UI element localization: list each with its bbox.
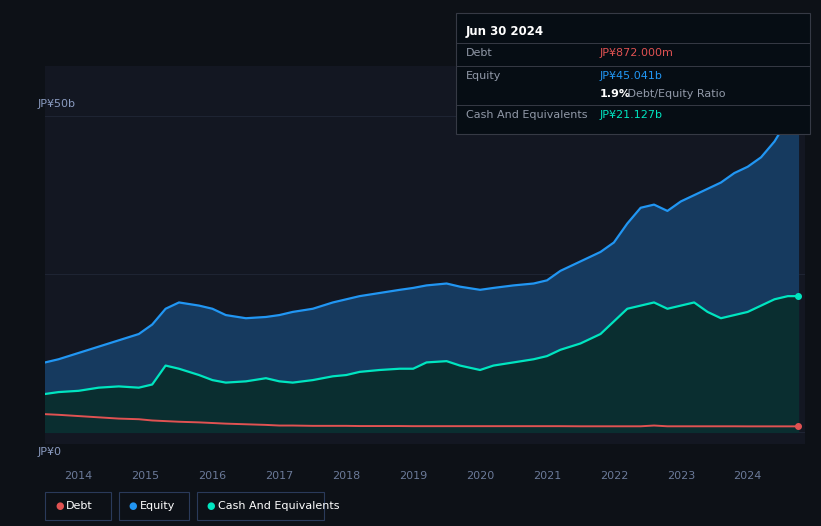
Text: JP¥45.041b: JP¥45.041b [599, 71, 663, 81]
Text: Equity: Equity [140, 501, 175, 511]
Text: JP¥872.000m: JP¥872.000m [599, 48, 673, 58]
Text: JP¥21.127b: JP¥21.127b [599, 110, 663, 120]
Text: ●: ● [207, 501, 215, 511]
Text: ●: ● [55, 501, 63, 511]
Text: 2021: 2021 [533, 471, 561, 481]
Text: 2017: 2017 [265, 471, 293, 481]
Text: 1.9%: 1.9% [599, 89, 631, 99]
Text: 2023: 2023 [667, 471, 695, 481]
Text: JP¥50b: JP¥50b [38, 99, 76, 109]
Text: 2014: 2014 [65, 471, 93, 481]
Text: JP¥0: JP¥0 [38, 447, 62, 457]
Text: Debt: Debt [66, 501, 93, 511]
Text: ●: ● [129, 501, 137, 511]
Text: 2019: 2019 [399, 471, 427, 481]
Text: 2016: 2016 [199, 471, 227, 481]
Text: 2015: 2015 [131, 471, 159, 481]
Text: Cash And Equivalents: Cash And Equivalents [466, 110, 587, 120]
Text: 2022: 2022 [599, 471, 628, 481]
Text: Equity: Equity [466, 71, 501, 81]
Text: Debt/Equity Ratio: Debt/Equity Ratio [624, 89, 726, 99]
Text: Jun 30 2024: Jun 30 2024 [466, 25, 544, 38]
Text: 2024: 2024 [733, 471, 762, 481]
Text: 2020: 2020 [466, 471, 494, 481]
Text: Debt: Debt [466, 48, 493, 58]
Text: Cash And Equivalents: Cash And Equivalents [218, 501, 339, 511]
Text: 2018: 2018 [333, 471, 360, 481]
